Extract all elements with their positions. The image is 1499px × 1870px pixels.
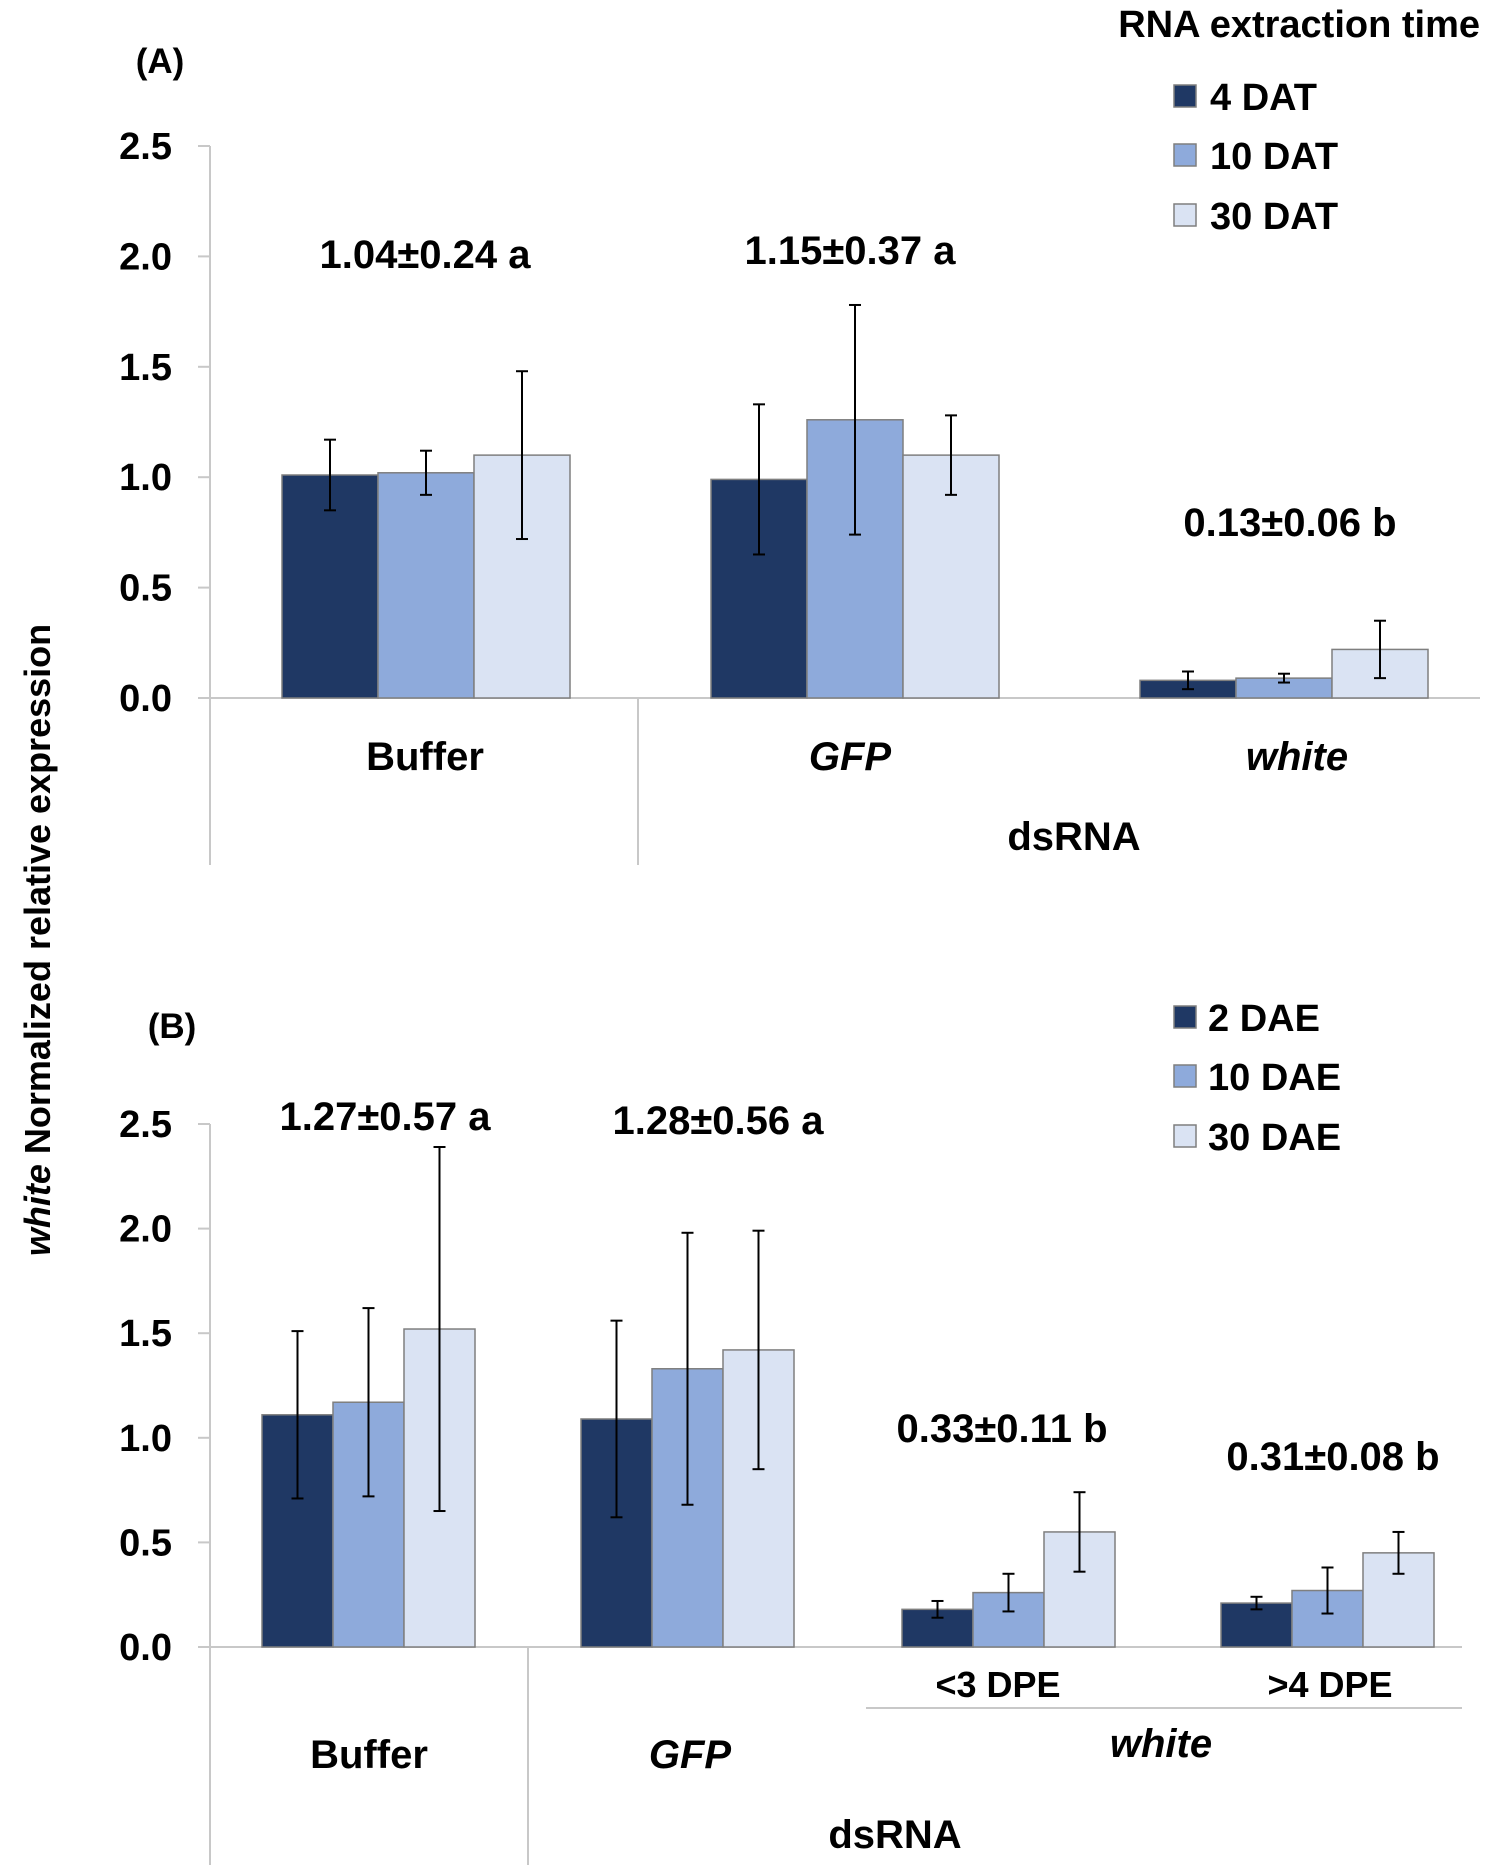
- panel-b-legend-label: 10 DAE: [1208, 1057, 1341, 1099]
- panel-a-y-tick-label: 0.5: [119, 568, 172, 610]
- panel-b-x-categories: Buffer GFP <3 DPE >4 DPE: [310, 1664, 1392, 1777]
- panel-b-legend-swatch: [1173, 1064, 1197, 1088]
- panel-a-legend-label: 10 DAT: [1210, 136, 1338, 178]
- panel-b-error-bar: [931, 1599, 944, 1619]
- panel-a-legend-swatch: [1173, 84, 1197, 108]
- panel-b-annotation: 0.33±0.11 b: [897, 1407, 1108, 1451]
- panel-b-chart: (B) 0.0 0.5 1.0 1.5 2.0 2.5 1.27±0.57 a 1.28±0…: [119, 998, 1462, 1865]
- panel-b-label: (B): [148, 1007, 197, 1046]
- panel-b-y-tick-label: 2.5: [119, 1104, 172, 1146]
- panel-b-legend-swatch: [1173, 1005, 1197, 1029]
- panel-a-legend-swatch: [1173, 143, 1197, 167]
- panel-b-y-axis: 0.0 0.5 1.0 1.5 2.0 2.5: [119, 1104, 210, 1669]
- panel-b-error-bar: [1392, 1530, 1405, 1575]
- panel-b-error-bar: [610, 1319, 623, 1519]
- panel-a-legend-label: 4 DAT: [1210, 77, 1317, 119]
- panel-b-x-category-label: >4 DPE: [1267, 1664, 1392, 1705]
- panel-b-legend-label: 2 DAE: [1208, 998, 1320, 1040]
- panel-b-error-bar: [681, 1231, 694, 1506]
- panel-b-error-bar: [433, 1146, 446, 1513]
- panel-b-annotations: 1.27±0.57 a 1.28±0.56 a 0.33±0.11 b 0.31±0.…: [279, 1095, 1439, 1479]
- panel-a-error-bar: [945, 414, 957, 496]
- panel-b-x-category-label: <3 DPE: [935, 1664, 1060, 1705]
- panel-b-y-tick-label: 2.0: [119, 1209, 172, 1251]
- panel-a-legend-label: 30 DAT: [1210, 196, 1338, 238]
- panel-a-x-category-label: white: [1246, 735, 1348, 779]
- panel-a-x-categories: Buffer GFP white: [366, 735, 1348, 779]
- panel-a-bars: [281, 419, 1429, 699]
- panel-a-legend-swatch: [1173, 203, 1197, 227]
- panel-b-x-category-label: Buffer: [310, 1733, 428, 1777]
- panel-b-error-bar: [1002, 1572, 1015, 1613]
- panel-b-error-bars: [291, 1146, 1405, 1619]
- panel-a-annotation: 0.13±0.06 b: [1183, 501, 1396, 545]
- panel-a-chart: (A) RNA extraction time 0.0 0.5 1.0 1.5 2.0 2…: [119, 4, 1480, 865]
- panel-b-x-category-label: GFP: [649, 1733, 732, 1777]
- panel-a-error-bars: [324, 303, 1386, 691]
- panel-a-error-bar: [753, 403, 765, 556]
- panel-a-error-bar: [516, 370, 528, 541]
- panel-a-y-tick-label: 2.5: [119, 126, 172, 168]
- panel-a-error-bar: [324, 438, 336, 512]
- legend-title: RNA extraction time: [1118, 4, 1480, 46]
- panel-b-y-tick-label: 0.0: [119, 1627, 172, 1669]
- panel-a-error-bar: [1374, 619, 1386, 680]
- panel-b-annotation: 0.31±0.08 b: [1226, 1435, 1439, 1479]
- panel-b-group-label: white: [1110, 1722, 1212, 1766]
- panel-a-x-axis-label: dsRNA: [1007, 815, 1140, 859]
- panel-b-y-tick-label: 1.0: [119, 1418, 172, 1460]
- panel-b-y-tick-label: 1.5: [119, 1313, 172, 1355]
- panel-a-error-bar: [420, 449, 432, 496]
- panel-a-y-tick-label: 0.0: [119, 678, 172, 720]
- panel-b-error-bar: [1073, 1491, 1086, 1573]
- panel-b-error-bar: [1250, 1595, 1263, 1611]
- y-axis-label-rest: Normalized relative expression: [17, 624, 58, 1164]
- panel-b-error-bar: [752, 1229, 765, 1471]
- panel-a-y-tick-label: 1.0: [119, 457, 172, 499]
- panel-b-annotation: 1.28±0.56 a: [612, 1099, 824, 1143]
- panel-b-annotation: 1.27±0.57 a: [279, 1095, 491, 1139]
- panel-a-error-bar: [1278, 672, 1290, 684]
- panel-a-legend: 4 DAT 10 DAT 30 DAT: [1173, 77, 1338, 238]
- panel-a-bar: [377, 472, 475, 699]
- panel-b-x-axis-label: dsRNA: [828, 1813, 961, 1857]
- panel-b-legend-swatch: [1173, 1124, 1197, 1148]
- panel-a-x-category-label: Buffer: [366, 735, 484, 779]
- panel-a-annotations: 1.04±0.24 a 1.15±0.37 a 0.13±0.06 b: [319, 229, 1396, 545]
- panel-b-legend: 2 DAE 10 DAE 30 DAE: [1173, 998, 1341, 1159]
- panel-a-x-category-label: GFP: [809, 735, 892, 779]
- panel-a-annotation: 1.04±0.24 a: [319, 233, 531, 277]
- panel-a-label: (A): [136, 42, 185, 81]
- panel-b-error-bar: [362, 1307, 375, 1498]
- panel-b-y-tick-label: 0.5: [119, 1522, 172, 1564]
- panel-a-y-axis: 0.0 0.5 1.0 1.5 2.0 2.5: [119, 126, 210, 720]
- panel-a-y-tick-label: 2.0: [119, 236, 172, 278]
- panel-a-annotation: 1.15±0.37 a: [744, 229, 956, 273]
- panel-b-error-bar: [1321, 1566, 1334, 1615]
- y-axis-label-italic: white: [17, 1164, 58, 1256]
- panel-b-legend-label: 30 DAE: [1208, 1117, 1341, 1159]
- panel-b-error-bar: [291, 1330, 304, 1500]
- y-axis-label: white Normalized relative expression: [17, 624, 58, 1256]
- panel-a-y-tick-label: 1.5: [119, 347, 172, 389]
- panel-a-error-bar: [1182, 670, 1194, 691]
- panel-b-bars: [261, 1328, 1435, 1648]
- panel-a-error-bar: [849, 303, 861, 536]
